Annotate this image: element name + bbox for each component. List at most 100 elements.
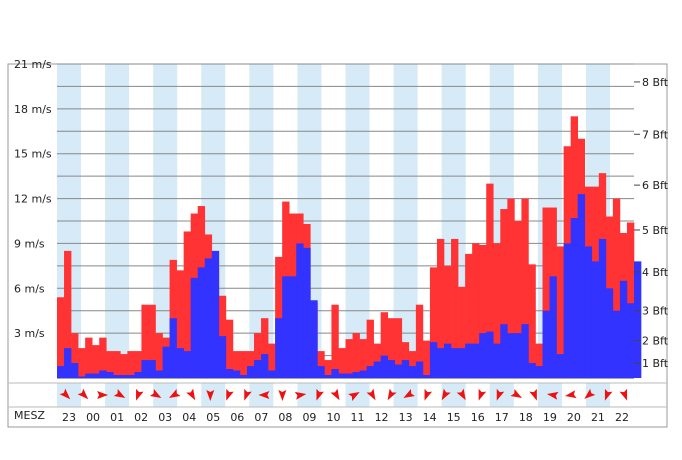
mean-wind-bar bbox=[634, 261, 642, 378]
wind-direction-arrow-head bbox=[226, 388, 234, 401]
mean-wind-bar bbox=[345, 373, 353, 378]
wind-direction-arrow bbox=[456, 388, 466, 401]
x-tick-label: 13 bbox=[399, 411, 413, 424]
mean-wind-bar bbox=[127, 375, 135, 378]
gust-bar bbox=[465, 253, 473, 378]
mean-wind-bar bbox=[148, 360, 156, 378]
gust-bar bbox=[134, 351, 142, 378]
y-right-tick-label: 8 Bft bbox=[642, 76, 669, 89]
gust-bar bbox=[394, 318, 403, 378]
gust-bar bbox=[458, 286, 466, 378]
gust-bar bbox=[528, 264, 536, 378]
wind-direction-arrow bbox=[294, 391, 307, 400]
wind-direction-arrow bbox=[244, 388, 252, 401]
mean-wind-bar bbox=[591, 261, 600, 378]
mean-wind-bar bbox=[626, 303, 635, 378]
gust-bar bbox=[535, 343, 543, 378]
wind-direction-arrow-head bbox=[619, 388, 628, 401]
wind-direction-arrow-head bbox=[424, 388, 433, 401]
mean-wind-bar bbox=[99, 370, 107, 378]
mean-wind-bar bbox=[289, 276, 297, 378]
y-right-tick-label: 3 Bft bbox=[642, 305, 669, 318]
gust-bar bbox=[275, 256, 283, 378]
y-right-tick-label: 4 Bft bbox=[642, 266, 669, 279]
mean-wind-bar bbox=[394, 364, 403, 378]
gust-bar bbox=[78, 348, 86, 378]
gust-bar bbox=[246, 351, 255, 378]
mean-wind-bar bbox=[380, 355, 389, 378]
gust-bar bbox=[176, 270, 184, 378]
x-tick-label: 04 bbox=[182, 411, 196, 424]
gust-bar bbox=[225, 319, 234, 378]
mean-wind-bar bbox=[113, 375, 121, 378]
gust-bar bbox=[436, 238, 445, 378]
wind-direction-arrow bbox=[496, 388, 505, 401]
gust-bar bbox=[99, 337, 107, 378]
wind-direction-arrow-head bbox=[206, 390, 215, 401]
mean-wind-bar bbox=[549, 276, 557, 378]
x-tick-label: 11 bbox=[351, 411, 365, 424]
mean-wind-bar bbox=[528, 363, 536, 378]
wind-direction-arrow bbox=[97, 391, 109, 399]
mean-wind-bar bbox=[563, 243, 571, 378]
gust-bar bbox=[92, 345, 100, 378]
gust-bar bbox=[626, 222, 635, 378]
wind-direction-arrow-head bbox=[584, 388, 596, 399]
gust-bar bbox=[141, 304, 149, 378]
wind-direction-arrow-head bbox=[330, 388, 340, 401]
x-tick-label: 01 bbox=[110, 411, 124, 424]
wind-direction-arrow-head bbox=[113, 389, 126, 398]
mean-wind-bar bbox=[218, 336, 227, 378]
mean-wind-bar bbox=[556, 354, 564, 378]
mean-wind-bar bbox=[542, 310, 550, 378]
mean-wind-bar bbox=[169, 318, 177, 378]
wind-direction-arrow bbox=[258, 391, 270, 399]
mean-wind-bar bbox=[429, 342, 438, 378]
x-tick-label: 06 bbox=[230, 411, 244, 424]
mean-wind-bar bbox=[422, 375, 431, 378]
x-tick-label: 07 bbox=[254, 411, 268, 424]
mean-wind-bar bbox=[155, 370, 163, 378]
x-tick-label: 21 bbox=[591, 411, 605, 424]
y-left-tick-label: 9 m/s bbox=[14, 237, 45, 250]
mean-wind-bar bbox=[619, 280, 628, 378]
wind-direction-arrow-head bbox=[149, 389, 162, 398]
gust-bar bbox=[261, 318, 269, 378]
y-right-tick-label: 1 Bft bbox=[642, 357, 669, 370]
mean-wind-bar bbox=[577, 194, 586, 378]
gust-bar bbox=[486, 183, 494, 378]
mean-wind-bar bbox=[415, 361, 424, 378]
mean-wind-bar bbox=[598, 238, 607, 378]
x-tick-label: 17 bbox=[495, 411, 509, 424]
mean-wind-bar bbox=[324, 375, 332, 378]
gust-bar bbox=[183, 231, 191, 378]
gust-bar bbox=[120, 354, 128, 378]
mean-wind-bar bbox=[57, 366, 65, 378]
mean-wind-bar bbox=[183, 351, 191, 378]
mean-wind-bar bbox=[458, 348, 466, 378]
gust-bar bbox=[338, 348, 346, 378]
gust-bar bbox=[113, 351, 121, 378]
mean-wind-bar bbox=[584, 246, 593, 378]
gust-bar bbox=[345, 339, 353, 378]
wind-direction-arrow-head bbox=[169, 389, 181, 398]
gust-bar bbox=[493, 243, 501, 378]
wind-direction-arrow-head bbox=[441, 388, 451, 401]
mean-wind-bar bbox=[134, 372, 142, 378]
mean-wind-bar bbox=[232, 370, 241, 378]
mean-wind-bar bbox=[570, 218, 579, 378]
hour-band-arrow bbox=[393, 383, 418, 407]
hour-band-arrow bbox=[57, 383, 82, 407]
wind-direction-arrow bbox=[529, 388, 537, 401]
x-tick-label: 02 bbox=[134, 411, 148, 424]
y-left-tick-label: 12 m/s bbox=[14, 193, 52, 206]
mean-wind-bar bbox=[64, 348, 72, 378]
wind-direction-arrow-head bbox=[604, 388, 613, 401]
mean-wind-bar bbox=[225, 369, 234, 378]
x-tick-label: 19 bbox=[543, 411, 557, 424]
wind-direction-arrow-head bbox=[546, 391, 559, 400]
gust-bar bbox=[556, 246, 564, 378]
y-left-tick-label: 18 m/s bbox=[14, 103, 52, 116]
y-left-tick-label: 6 m/s bbox=[14, 282, 45, 295]
